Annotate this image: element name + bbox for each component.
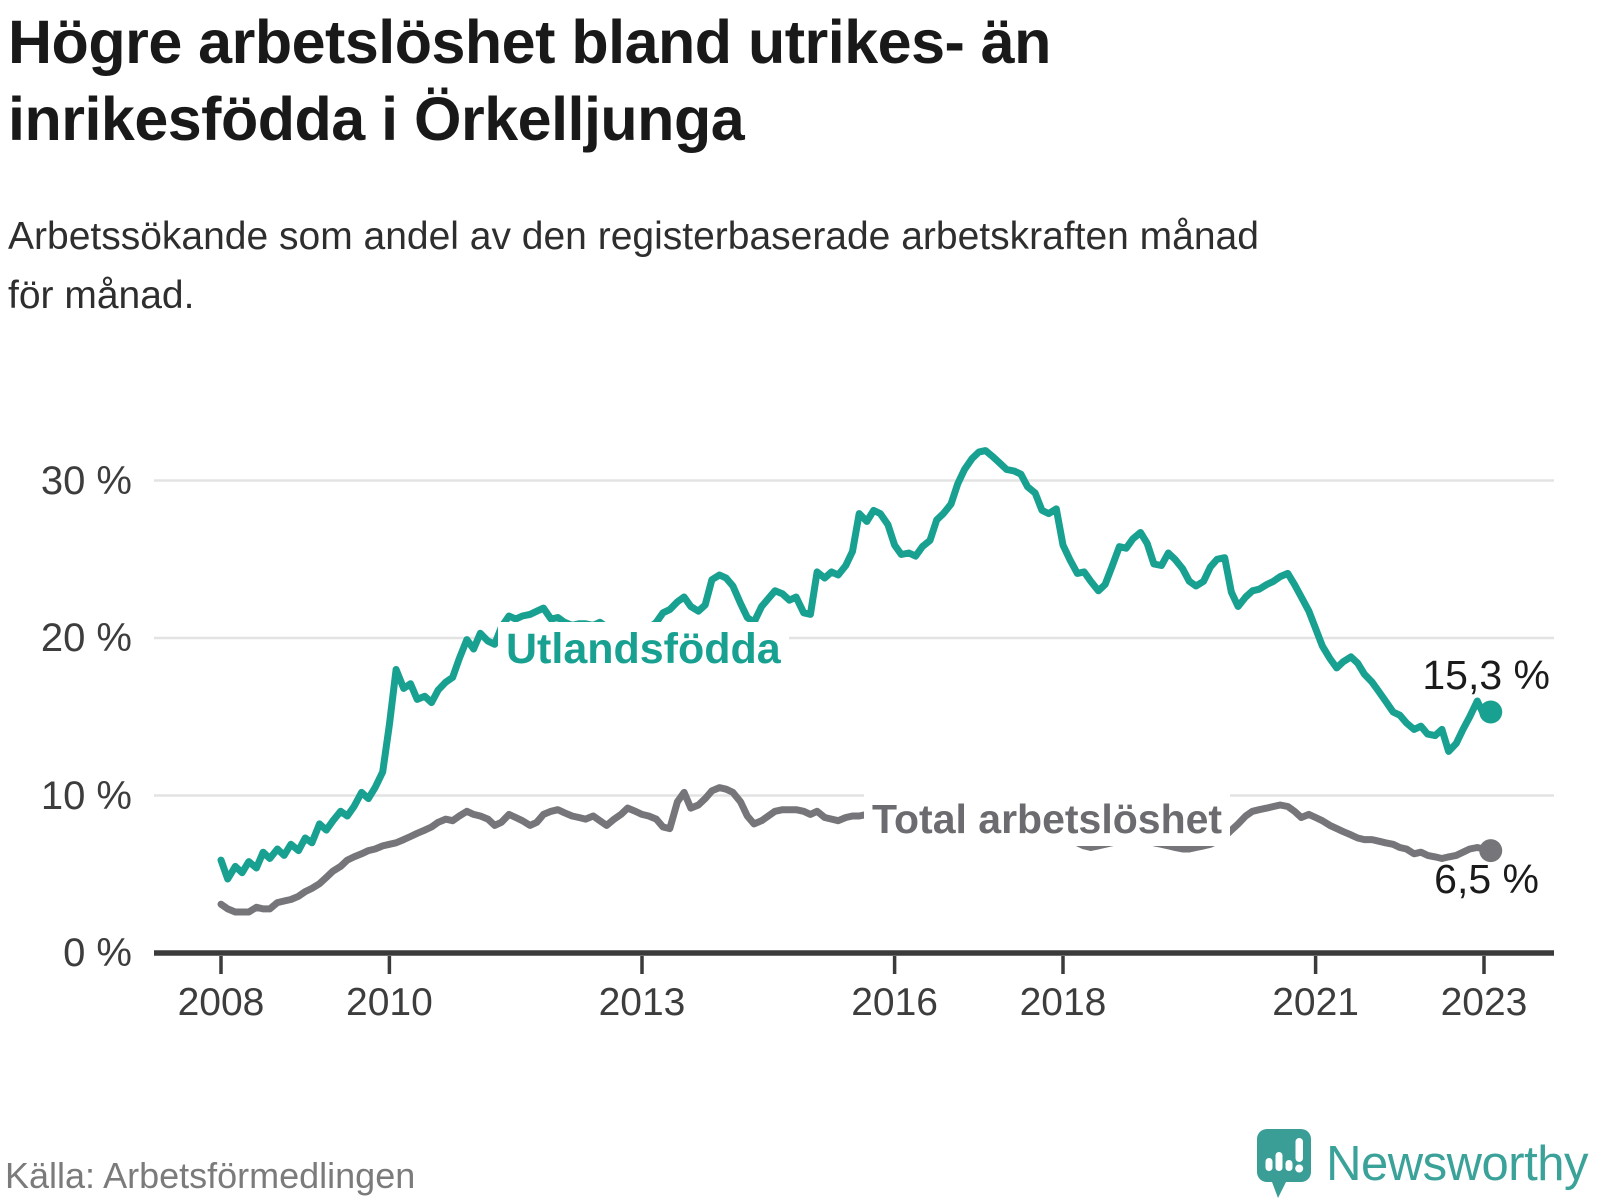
series-label-total-arbetsloshet: Total arbetslöshet <box>864 793 1231 846</box>
y-tick-label-20: 20 % <box>40 616 132 660</box>
x-tick-label-2016: 2016 <box>851 981 938 1024</box>
x-tick-label-2023: 2023 <box>1440 981 1528 1024</box>
newsworthy-bubble-chart-icon <box>1257 1129 1312 1198</box>
x-tick-label-2008: 2008 <box>177 981 265 1024</box>
chart-subtitle: Arbetssökande som andel av den registerb… <box>8 208 1578 325</box>
series-line-1 <box>217 784 1495 916</box>
x-tick-label-2010: 2010 <box>346 981 433 1024</box>
x-tick-label-2013: 2013 <box>598 981 686 1024</box>
y-tick-label-30: 30 % <box>40 458 132 503</box>
page-title: Högre arbetslöshet bland utrikes- än inr… <box>8 4 1318 158</box>
newsworthy-logo: Newsworthy <box>1256 1128 1588 1200</box>
end-value-utlandsfodda: 15,3 % <box>1422 652 1550 698</box>
brand-name: Newsworthy <box>1326 1137 1588 1191</box>
y-tick-label-0: 0 % <box>63 931 132 975</box>
page-title-line1: Högre arbetslöshet bland utrikes- än <box>8 8 1051 76</box>
chart-subtitle-line2: för månad. <box>8 273 195 317</box>
x-tick-label-2018: 2018 <box>1019 981 1107 1024</box>
series-end-dot-1 <box>1479 839 1503 863</box>
page-title-line2: inrikesfödda i Örkelljunga <box>8 84 745 153</box>
y-tick-label-10: 10 % <box>40 773 132 818</box>
end-value-total: 6,5 % <box>1434 856 1539 902</box>
chart-subtitle-line1: Arbetssökande som andel av den registerb… <box>8 215 1259 258</box>
source-note: Källa: Arbetsförmedlingen <box>5 1155 416 1196</box>
x-tick-label-2021: 2021 <box>1272 981 1359 1024</box>
series-end-dot-0 <box>1479 700 1503 724</box>
series-line-0 <box>217 447 1495 883</box>
series-label-utlandsfodda: Utlandsfödda <box>498 622 789 677</box>
